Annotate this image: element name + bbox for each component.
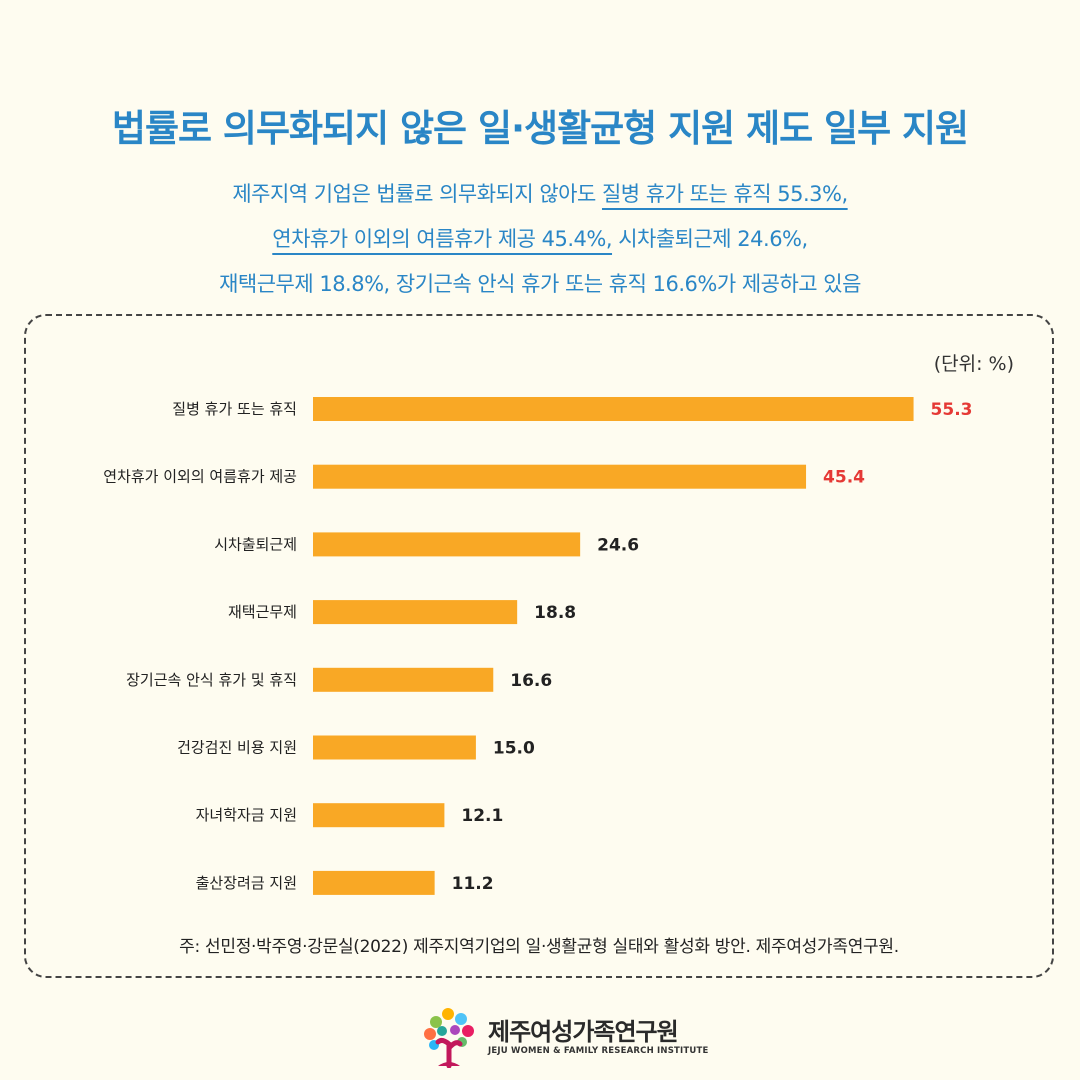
summary-line: 재택근무제 18.8%, 장기근속 안식 휴가 또는 휴직 16.6%가 제공하…	[0, 262, 1080, 307]
value-label: 12.1	[461, 806, 503, 826]
category-label: 건강검진 비용 지원	[177, 739, 297, 757]
bar	[313, 667, 494, 692]
tree-logo-icon	[424, 1008, 474, 1069]
category-label: 연차휴가 이외의 여름휴가 제공	[103, 468, 297, 486]
logo-subtitle: JEJU WOMEN & FAMILY RESEARCH INSTITUTE	[488, 1046, 709, 1056]
bar	[313, 735, 476, 760]
unit-label: (단위: %)	[933, 353, 1014, 375]
summary-segment: 제주지역 기업은 법률로 의무화되지 않아도	[232, 182, 602, 206]
category-label: 재택근무제	[228, 603, 297, 621]
value-label: 11.2	[452, 874, 494, 894]
value-label: 24.6	[597, 535, 639, 555]
page-title: 법률로 의무화되지 않은 일·생활균형 지원 제도 일부 지원	[111, 107, 969, 150]
source-footnote: 주: 선민정·박주영·강문실(2022) 제주지역기업의 일·생활균형 실태와 …	[179, 937, 899, 957]
summary-line: 연차휴가 이외의 여름휴가 제공 45.4%, 시차출퇴근제 24.6%,	[0, 217, 1080, 262]
bar	[313, 464, 807, 489]
chart-panel: 질병 휴가 또는 휴직 55.3 연차휴가 이외의 여름휴가 제공 45.4 시차출퇴근…	[24, 314, 1054, 978]
bar	[313, 397, 914, 421]
institute-logo: 제주여성가족연구원 JEJU WOMEN & FAMILY RESEARCH I…	[418, 1004, 708, 1070]
summary-text: 제주지역 기업은 법률로 의무화되지 않아도 질병 휴가 또는 휴직 55.3%…	[0, 172, 1080, 307]
category-label: 질병 휴가 또는 휴직	[172, 400, 297, 418]
value-label: 18.8	[534, 603, 576, 623]
bar	[313, 870, 435, 895]
value-label: 55.3	[931, 400, 973, 420]
value-label: 45.4	[823, 468, 865, 488]
bar	[313, 532, 581, 557]
category-label: 출산장려금 지원	[196, 874, 297, 892]
category-label: 시차출퇴근제	[214, 535, 297, 553]
summary-segment: 시차출퇴근제 24.6%,	[612, 227, 808, 251]
summary-line: 제주지역 기업은 법률로 의무화되지 않아도 질병 휴가 또는 휴직 55.3%…	[0, 172, 1080, 217]
summary-highlight: 질병 휴가 또는 휴직 55.3%,	[601, 182, 848, 206]
bar-chart: 질병 휴가 또는 휴직 55.3 연차휴가 이외의 여름휴가 제공 45.4 시차출퇴근…	[103, 397, 973, 895]
summary-segment: 재택근무제 18.8%, 장기근속 안식 휴가 또는 휴직 16.6%가 제공하…	[219, 272, 861, 296]
value-label: 15.0	[493, 739, 535, 759]
value-label: 16.6	[510, 671, 552, 691]
bar	[313, 803, 445, 828]
summary-highlight: 연차휴가 이외의 여름휴가 제공 45.4%,	[272, 227, 613, 251]
bar	[313, 600, 518, 625]
category-label: 장기근속 안식 휴가 및 휴직	[126, 671, 297, 689]
category-label: 자녀학자금 지원	[196, 806, 297, 824]
logo-name: 제주여성가족연구원	[488, 1018, 679, 1046]
